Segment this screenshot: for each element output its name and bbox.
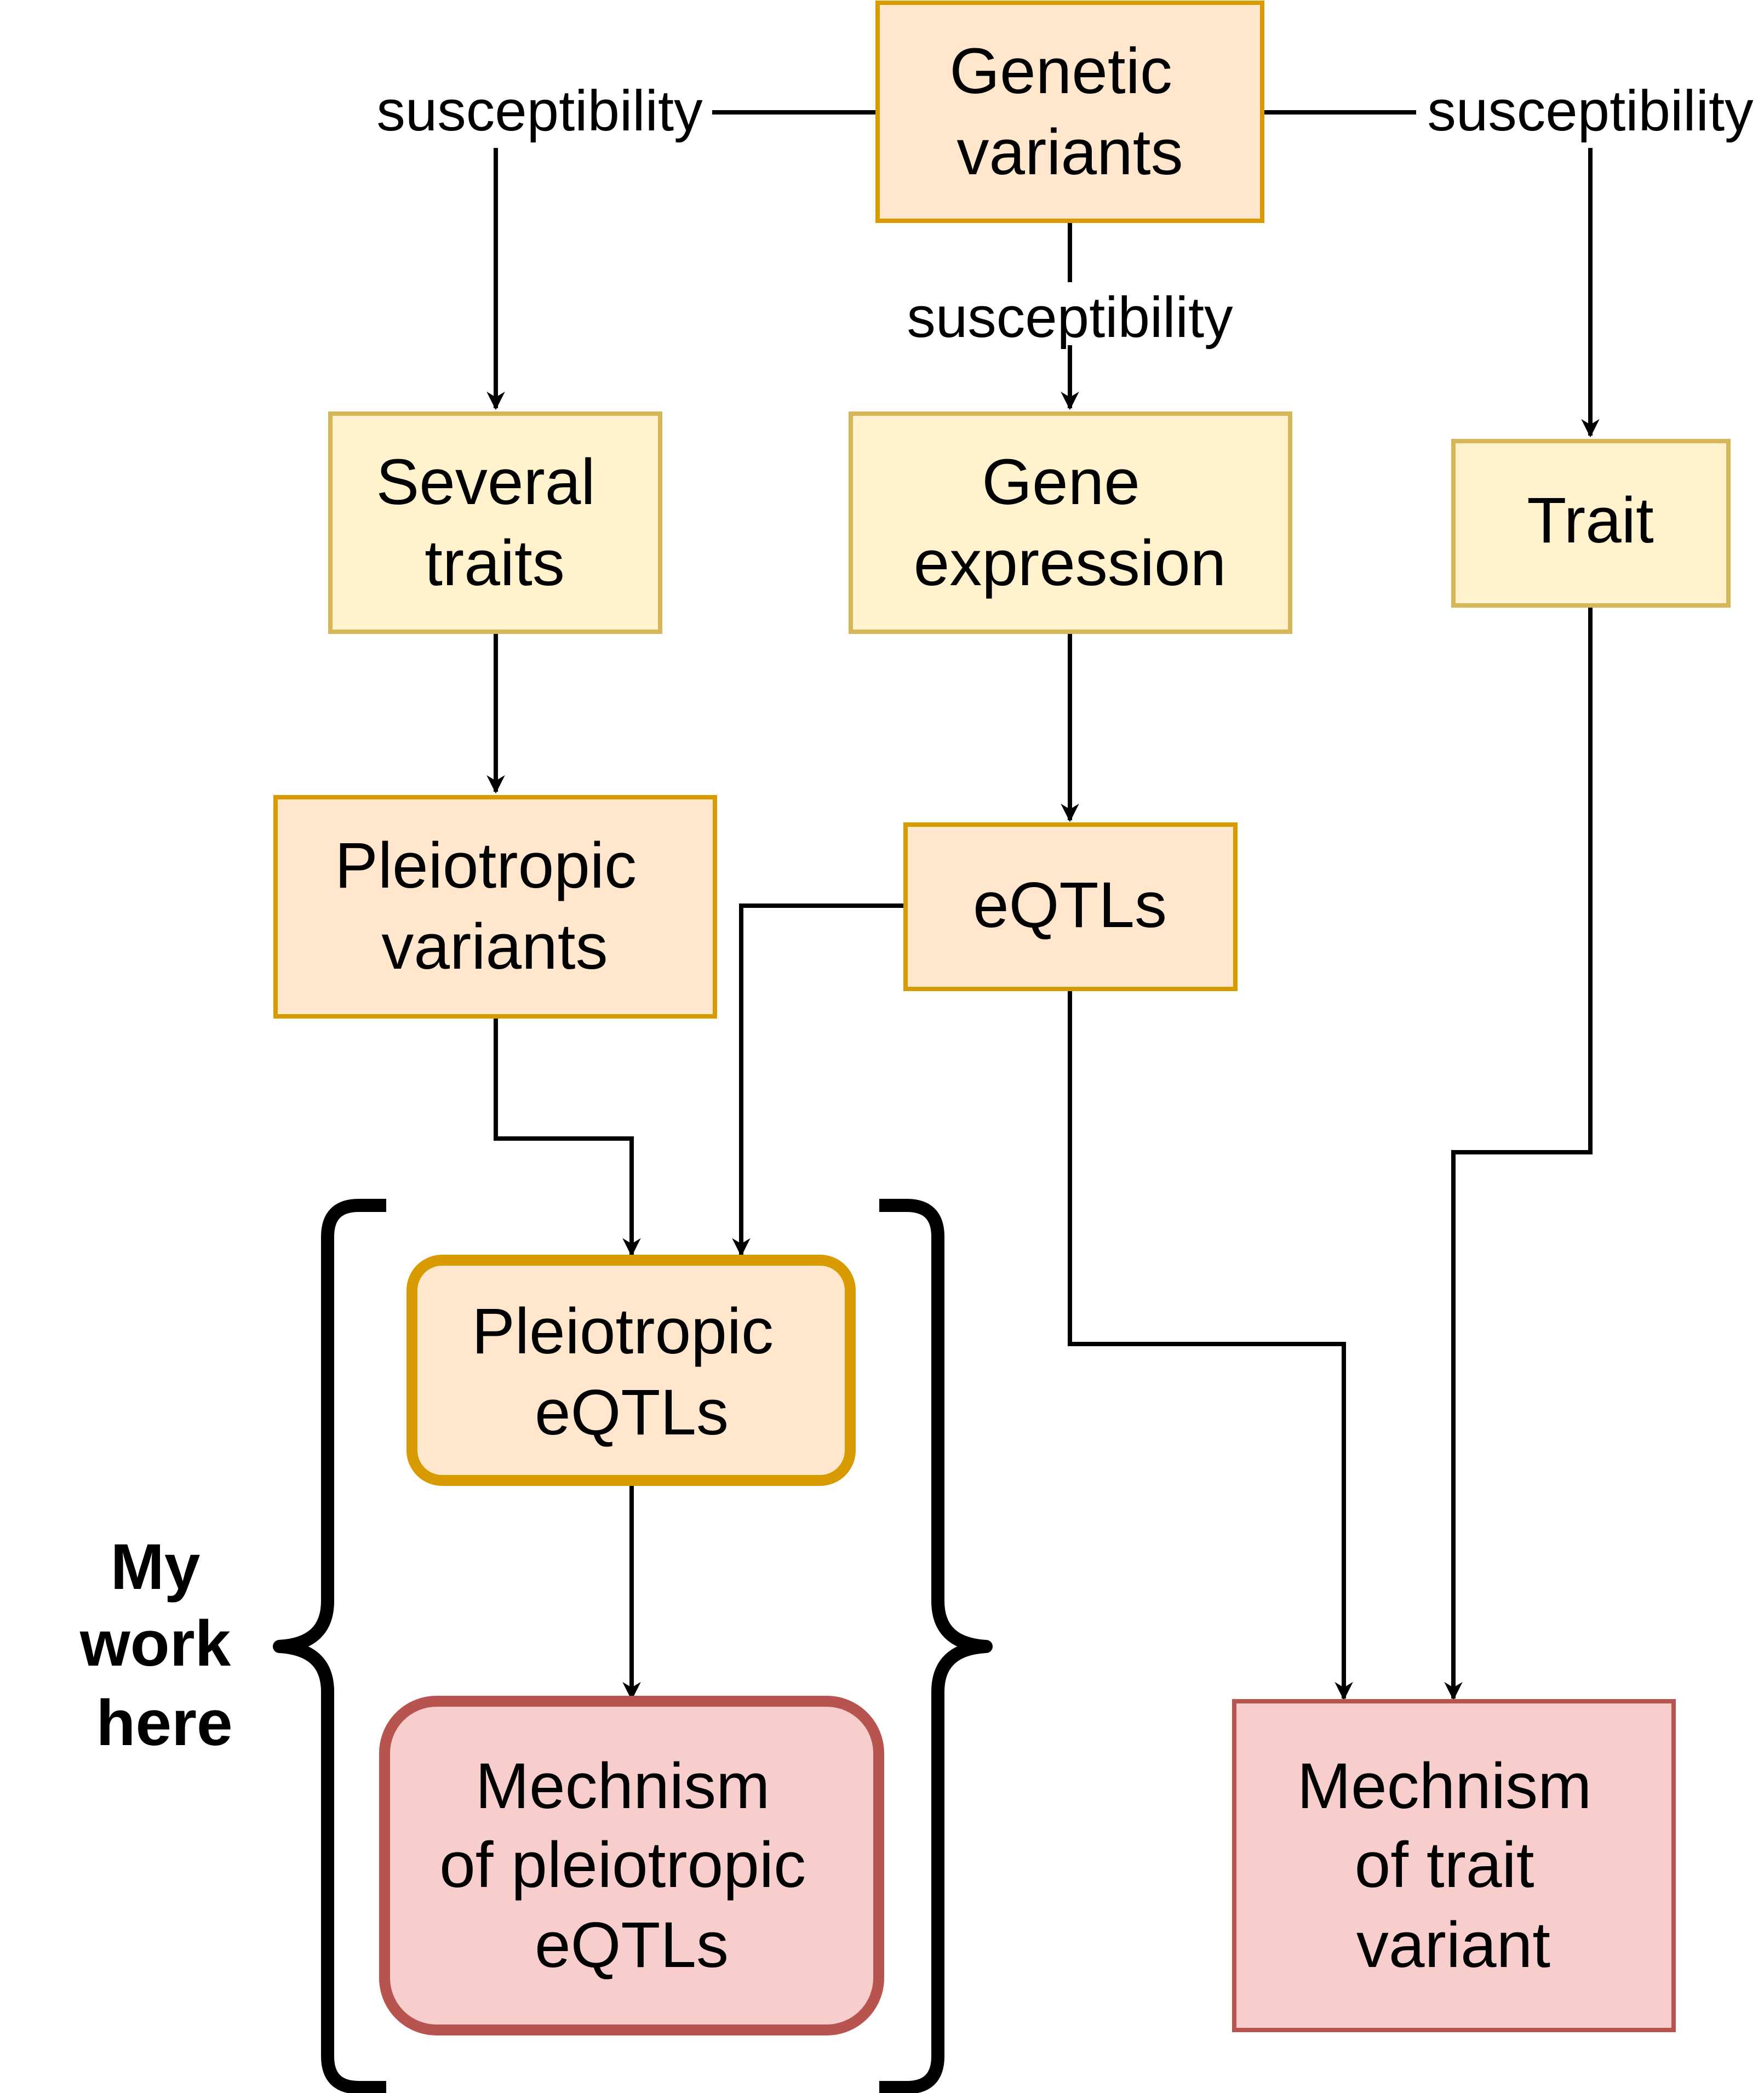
svg-text:Mechnism of pleiotropic: Mechnism of pleiotropic eQTLs bbox=[439, 1750, 824, 1981]
node-mechanism-trait-variant: Mechnism of trait variant bbox=[1232, 1699, 1676, 2032]
node-trait: Trait bbox=[1451, 439, 1731, 608]
node-several-traits: Several traits bbox=[328, 411, 662, 634]
svg-text:Gene expression: Gene expression bbox=[914, 446, 1227, 599]
node-pleiotropic-variants: Pleiotropic variants bbox=[273, 795, 717, 1019]
edge-label-center: susceptibility bbox=[907, 285, 1233, 350]
svg-text:eQTLs: eQTLs bbox=[973, 869, 1167, 941]
edge-eqtls-to-mechanism-trait bbox=[1068, 989, 1353, 1701]
left-curly-brace bbox=[273, 1199, 386, 2093]
svg-text:Pleiotropic variants: Pleiotropic variants bbox=[335, 830, 655, 983]
svg-text:Trait: Trait bbox=[1527, 484, 1654, 557]
my-work-here-label: My work here bbox=[79, 1531, 249, 1759]
node-genetic-variants: Genetic variants bbox=[875, 1, 1264, 223]
svg-text:Mechnism of trait: Mechnism of trait variant bbox=[1297, 1750, 1610, 1981]
node-eqtls: eQTLs bbox=[903, 822, 1238, 991]
edge-label-right: susceptibility bbox=[1427, 79, 1754, 143]
edge-label-left: susceptibility bbox=[376, 79, 703, 143]
svg-text:Several traits: Several traits bbox=[376, 446, 614, 599]
edge-trait-to-mechanism-trait bbox=[1444, 607, 1593, 1701]
svg-text:Pleiotropic eQTLs: Pleiotropic eQTLs bbox=[472, 1295, 792, 1449]
edges bbox=[486, 110, 1600, 1701]
edge-eqtls-to-pleiotropic-eqtls bbox=[732, 903, 905, 1257]
node-pleiotropic-eqtls: Pleiotropic eQTLs bbox=[406, 1255, 856, 1486]
svg-text:Genetic variants: Genetic variants bbox=[949, 35, 1190, 188]
node-gene-expression: Gene expression bbox=[849, 411, 1292, 634]
edge-pleiotropic-variants-to-pleiotropic-eqtls bbox=[494, 1016, 641, 1257]
node-mechanism-pleiotropic-eqtls: Mechnism of pleiotropic eQTLs bbox=[379, 1696, 884, 2035]
right-curly-brace bbox=[879, 1199, 993, 2093]
